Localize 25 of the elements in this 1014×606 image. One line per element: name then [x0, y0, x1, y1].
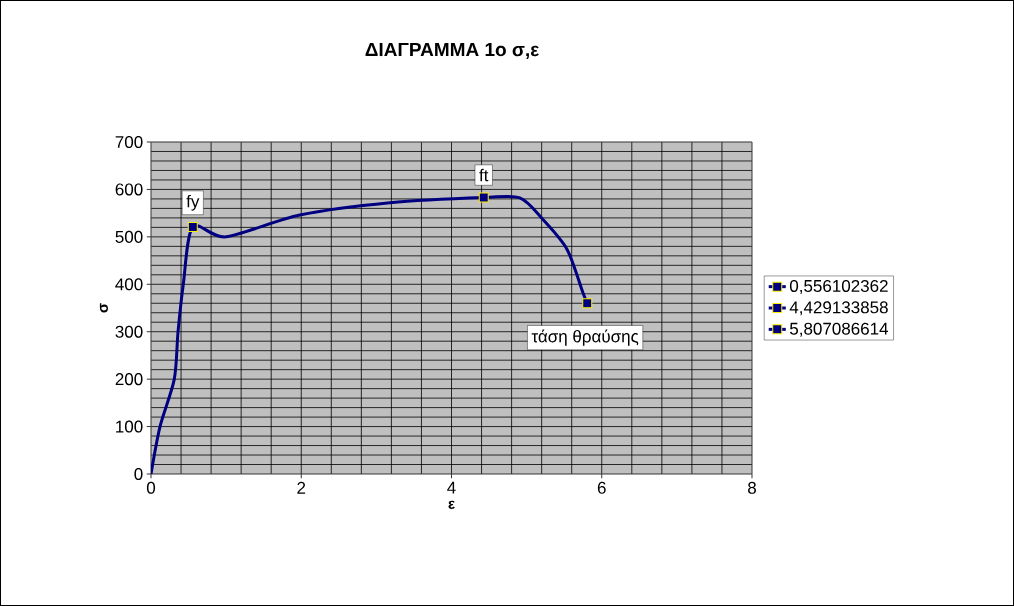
- annotation: fy: [186, 194, 200, 211]
- x-tick-label: 8: [748, 481, 756, 494]
- x-axis-title: ε: [448, 500, 455, 509]
- x-tick-label: 0: [146, 481, 156, 494]
- point: [478, 192, 489, 203]
- y-tick-label: 700: [115, 135, 143, 149]
- x-tick-label: 6: [597, 481, 606, 494]
- y-tick-label: 400: [115, 278, 143, 291]
- x-tick-label: 2: [297, 481, 306, 494]
- point: [187, 221, 198, 232]
- chart-title: ΔΙΑΓΡΑΜΜΑ 1ο σ,ε: [365, 43, 539, 59]
- annotation: τάση θραύσης: [531, 329, 639, 346]
- y-tick-label: 100: [116, 420, 143, 433]
- y-tick-label: 200: [115, 373, 143, 386]
- y-axis-title: σ: [99, 303, 108, 313]
- x-tick-label: 4: [447, 481, 456, 494]
- annotation: ft: [479, 168, 489, 182]
- y-tick-label: 500: [115, 230, 143, 243]
- y-tick-label: 300: [115, 325, 143, 338]
- y-tick-label: 0: [134, 467, 143, 481]
- y-tick-label: 600: [115, 183, 143, 196]
- legend-label: 4,429133858: [789, 301, 888, 316]
- legend-label: 0,556102362: [789, 279, 888, 294]
- point: [582, 298, 593, 309]
- legend-label: 5,807086614: [789, 322, 889, 337]
